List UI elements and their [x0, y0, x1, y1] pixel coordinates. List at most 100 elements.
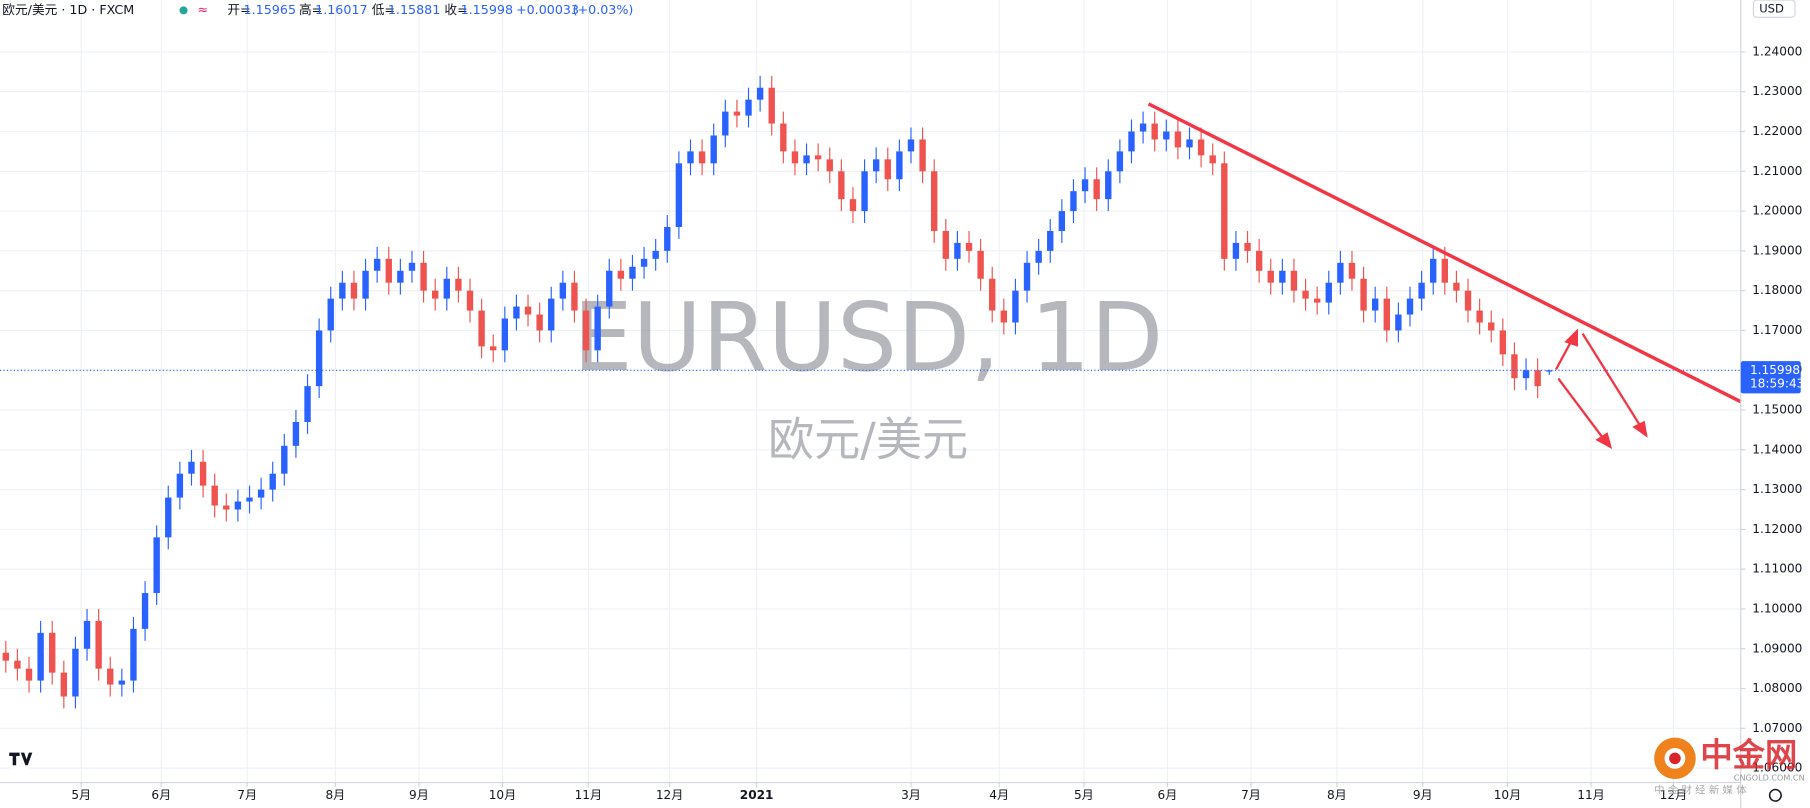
candle-body [1522, 370, 1530, 379]
candle-body [884, 159, 891, 180]
candle-body [1000, 310, 1008, 323]
candle-body [1441, 258, 1449, 283]
candle-body [698, 151, 706, 164]
x-tick-label: 7月 [1241, 788, 1261, 802]
candle-body [176, 473, 184, 498]
x-tick-label: 8月 [1327, 788, 1347, 802]
status-icon: ≈ [197, 2, 208, 17]
close-label: 收= [444, 2, 467, 17]
candle-body [1232, 242, 1240, 259]
candle-body [1383, 298, 1390, 331]
candle-body [745, 99, 752, 116]
candle-body [640, 258, 648, 267]
currency-button[interactable] [1752, 0, 1796, 18]
candle-body [1209, 155, 1216, 164]
logo-name: 中金网 [1700, 736, 1797, 774]
candle-body [989, 278, 996, 311]
candle-body [304, 386, 311, 422]
candle-body [814, 155, 822, 160]
candle-body [350, 282, 358, 299]
candle-body [1035, 250, 1042, 263]
x-tick-label: 8月 [325, 788, 345, 802]
candle-body [1070, 191, 1077, 212]
candle-body [872, 159, 880, 172]
open-label: 开= [227, 2, 250, 17]
x-tick-label: 12月 [656, 788, 684, 802]
candle-body [234, 501, 242, 510]
candle-body [408, 262, 416, 271]
high-label: 高= [299, 2, 322, 17]
candle-body [373, 258, 381, 271]
candle-body [118, 680, 126, 685]
candle-body [780, 123, 787, 152]
open-value: 1.15965 [244, 2, 296, 17]
candle-body [83, 620, 91, 649]
candle-body [72, 648, 79, 697]
x-tick-label: 10月 [489, 788, 517, 802]
candle-body [931, 171, 938, 231]
candle-body [397, 270, 404, 283]
candle-body [803, 155, 810, 164]
candle-body [211, 485, 218, 506]
candle-body [1290, 270, 1298, 291]
last-price-label: 1.15998 [1750, 363, 1800, 377]
axes: 1.06000 1.07000 1.08000 1.09000 1.10000 1.110… [71, 44, 1804, 801]
candle-body [513, 306, 520, 319]
candle-body [141, 593, 149, 629]
y-tick-label: 1.06000 [1752, 761, 1802, 775]
candle-body [188, 461, 195, 474]
candle-body [919, 139, 926, 172]
candle-body [107, 668, 114, 685]
candle-body [1406, 298, 1414, 315]
candle-body [594, 306, 601, 351]
candles [0, 75, 1741, 709]
candle-body [1047, 230, 1054, 251]
candle-body [1430, 258, 1437, 283]
candle-body [199, 461, 207, 486]
candle-body [246, 497, 253, 502]
candle-body [965, 242, 973, 251]
logo-domain: CNGOLD.COM.CN [1734, 772, 1805, 782]
x-tick-label: 9月 [409, 788, 429, 802]
candle-body [130, 628, 137, 681]
candle-body [907, 139, 915, 152]
candle-body [629, 266, 636, 279]
y-tick-label: 1.22000 [1752, 124, 1802, 138]
x-tick-label: 6月 [151, 788, 171, 802]
candle-body [60, 672, 68, 697]
candle-body [37, 632, 44, 681]
high-value: 1.16017 [315, 2, 367, 17]
candle-body [571, 282, 578, 311]
candle-body [1081, 179, 1089, 192]
candle-body [1337, 262, 1344, 283]
watermark-sub: 欧元/美元 [768, 413, 968, 467]
candle-body [617, 270, 625, 279]
candle-body [257, 489, 265, 498]
currency[interactable]: USD [1759, 2, 1784, 16]
candle-body [223, 505, 230, 510]
candle-body [1534, 370, 1541, 387]
y-tick-label: 1.13000 [1752, 482, 1802, 496]
tv-logo[interactable] [9, 752, 33, 766]
candle-body [768, 87, 775, 124]
candle-body [733, 111, 741, 116]
candle-body [455, 278, 462, 291]
candle-body [1012, 290, 1019, 323]
y-tick-label: 1.23000 [1752, 84, 1802, 98]
candle-body [1116, 151, 1124, 172]
candle-body [420, 262, 427, 291]
status-dot [179, 6, 188, 15]
candle-body [1395, 314, 1402, 331]
trend-line [1147, 102, 1742, 404]
candle-body [1163, 131, 1170, 140]
x-tick-label: 7月 [237, 788, 257, 802]
candle-body [791, 151, 799, 164]
candle-body [14, 660, 21, 669]
x-tick-label: 4月 [989, 788, 1009, 802]
y-tick-label: 1.15000 [1752, 403, 1802, 417]
settings-button[interactable] [1768, 788, 1782, 802]
last-price-tag [1740, 361, 1801, 394]
candle-body [385, 258, 392, 283]
arrow-head [1595, 432, 1613, 450]
